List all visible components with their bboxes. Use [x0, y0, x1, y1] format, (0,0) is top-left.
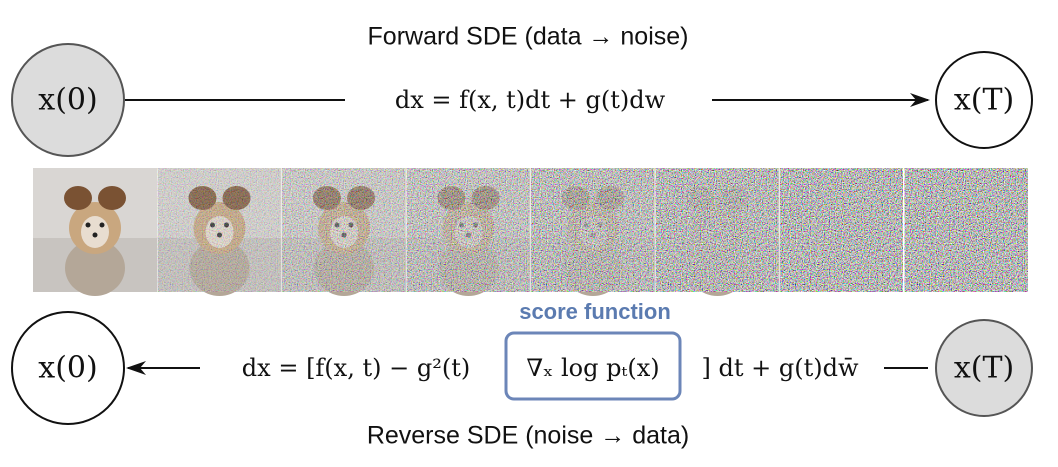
node-label: x(T) [953, 350, 1015, 386]
node-label: x(0) [38, 82, 98, 118]
forward-title: Forward SDE (data → noise) [367, 22, 689, 51]
node [11, 43, 125, 157]
node [935, 319, 1033, 417]
reverse-equation-left: dx = [f(x, t) − g²(t) [241, 354, 471, 382]
node-label: x(0) [38, 350, 98, 386]
node [11, 311, 125, 425]
reverse-equation-right: ] dt + g(t)dw̄ [701, 354, 859, 382]
noise-strip [33, 168, 1028, 296]
forward-equation: dx = f(x, t)dt + g(t)dw [386, 86, 674, 114]
reverse-title: Reverse SDE (noise → data) [366, 421, 690, 450]
node-label: x(T) [953, 82, 1015, 118]
score-label: score function [519, 299, 671, 324]
score-term: ∇ₓ log pₜ(x) [526, 354, 660, 382]
score-box [504, 331, 682, 401]
node [935, 51, 1033, 149]
